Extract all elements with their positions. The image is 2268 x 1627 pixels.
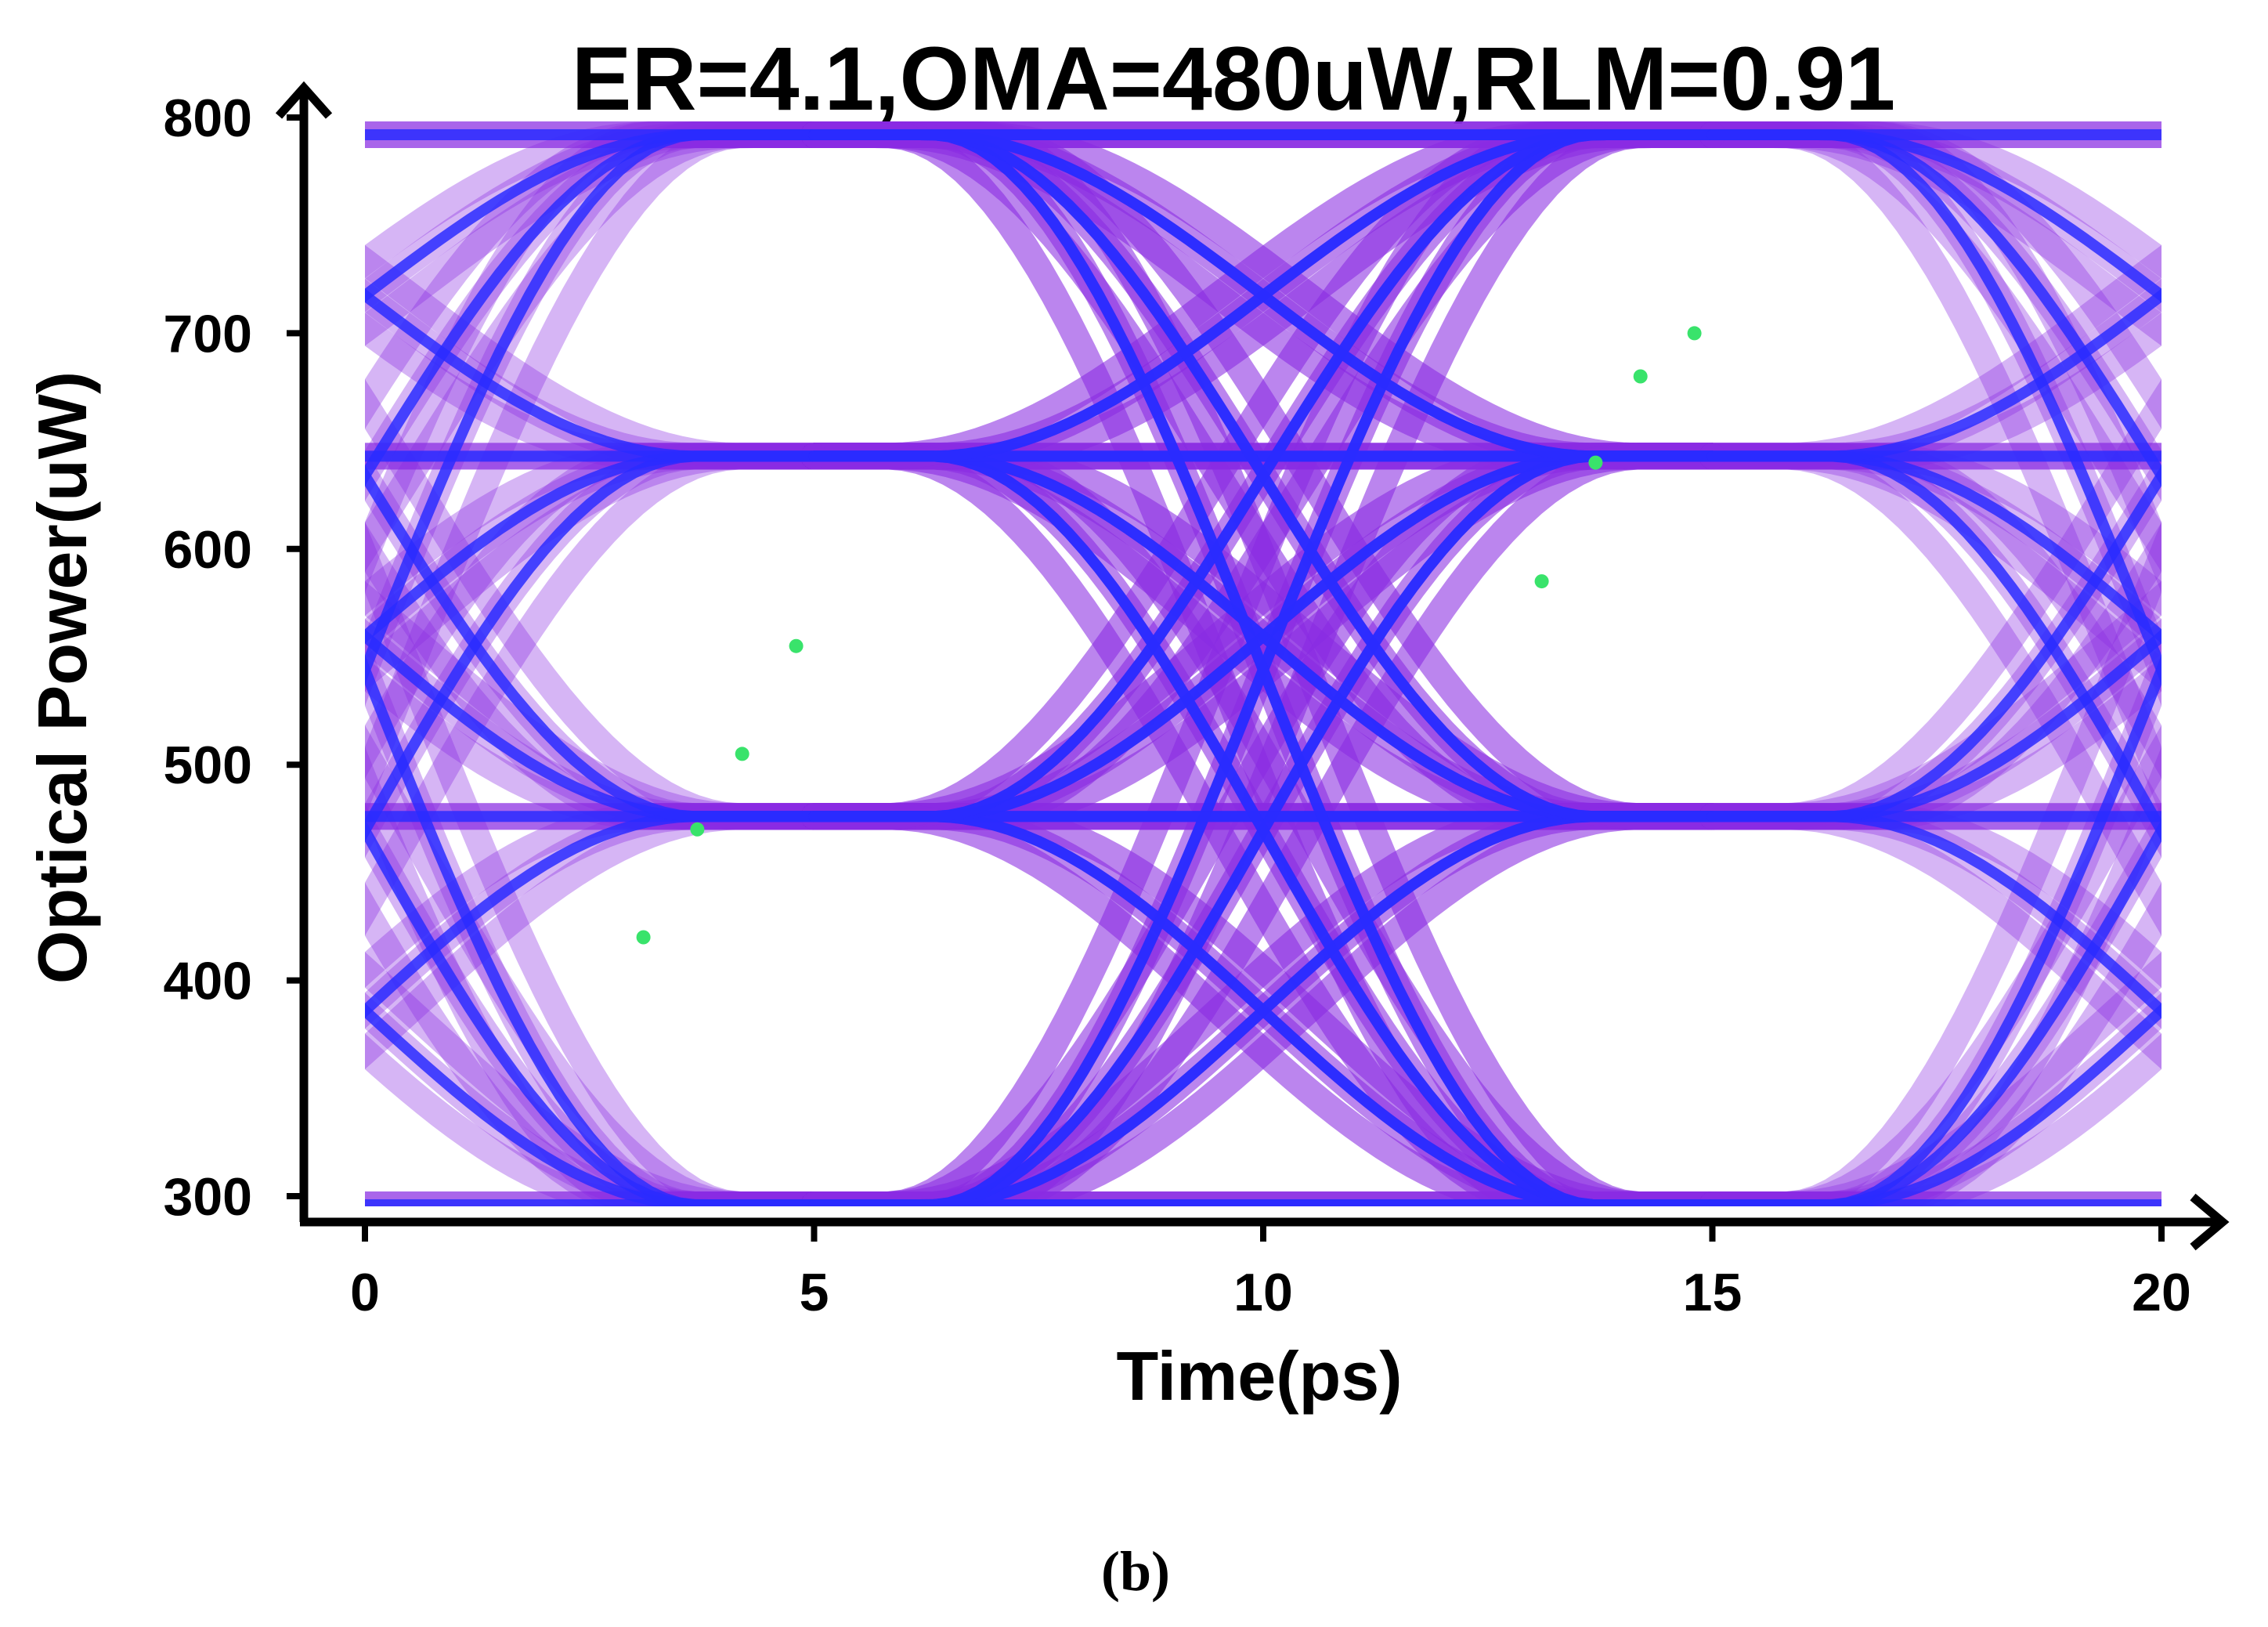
crossing-point-1: [690, 822, 705, 837]
eye-trace-halo-185: [1699, 121, 2161, 573]
crossing-point-0: [636, 930, 651, 945]
eye-trace-251: [1706, 288, 2161, 462]
crossing-point-5: [1588, 455, 1603, 470]
eye-trace-halo-24: [365, 725, 828, 1206]
eye-trace-243: [1706, 654, 2161, 1206]
y-axis-arrow: [275, 81, 333, 119]
eye-trace-halo-173: [1699, 443, 2161, 692]
x-tick-label-0: 0: [350, 1263, 380, 1322]
eye-trace-halo-27: [365, 580, 828, 830]
eye-trace-205: [365, 465, 820, 823]
eye-trace-halo-6: [365, 443, 828, 936]
eye-trace-228: [808, 811, 1718, 1206]
eye-trace-halo-39: [365, 379, 828, 830]
eye-trace-halo-36: [365, 522, 828, 1206]
y-axis-label: Optical Power(uW): [23, 371, 101, 984]
y-tick-label-600: 600: [164, 520, 252, 580]
x-axis-arrow: [2190, 1193, 2230, 1251]
eye-trace-halo-158: [1699, 803, 2161, 1070]
y-tick-label-700: 700: [164, 304, 252, 363]
y-tick-label-300: 300: [164, 1167, 252, 1227]
x-axis-label: Time(ps): [1116, 1337, 1402, 1415]
crossing-point-3: [789, 638, 804, 653]
x-tick-label-10: 10: [1233, 1263, 1293, 1322]
eye-trace-halo-179: [1699, 244, 2161, 470]
x-ticks: 0 5 10 15 20: [350, 1222, 2191, 1322]
eye-trace-halo-9: [365, 121, 828, 818]
x-tick-label-5: 5: [800, 1263, 829, 1322]
eye-crossing-points: [636, 326, 1702, 945]
eye-trace-halo-152: [1699, 725, 2161, 1206]
eye-trace-halo-12: [365, 952, 828, 1206]
eye-trace-halo-149: [1699, 952, 2161, 1206]
eye-trace-halo-18: [365, 443, 828, 692]
crossing-point-2: [735, 747, 749, 761]
eye-trace-halo-155: [1699, 522, 2161, 1206]
eye-trace-halo-164: [1699, 580, 2161, 830]
eye-trace-204: [365, 654, 820, 1206]
eye-traces: [365, 121, 2161, 1206]
eye-trace-halo-42: [365, 244, 828, 470]
y-ticks: 300 400 500 600 700 800: [164, 89, 304, 1227]
eye-trace-halo-21: [365, 121, 828, 573]
y-tick-label-400: 400: [164, 952, 252, 1011]
crossing-point-6: [1633, 369, 1648, 384]
eye-trace-halo-182: [1699, 121, 2161, 818]
eye-trace-206: [365, 288, 820, 462]
x-tick-label-20: 20: [2132, 1263, 2191, 1322]
eye-trace-halo-3: [365, 803, 828, 1070]
y-tick-label-800: 800: [164, 89, 252, 148]
x-tick-label-15: 15: [1683, 1263, 1743, 1322]
crossing-point-7: [1687, 326, 1702, 341]
eye-trace-halo-167: [1699, 379, 2161, 830]
chart-title: ER=4.1,OMA=480uW,RLM=0.91: [572, 29, 1896, 129]
eye-trace-halo-170: [1699, 443, 2161, 936]
panel-label: (b): [1101, 1540, 1170, 1603]
y-tick-label-500: 500: [164, 736, 252, 795]
eye-trace-247: [1706, 465, 2161, 823]
crossing-point-4: [1534, 574, 1549, 589]
